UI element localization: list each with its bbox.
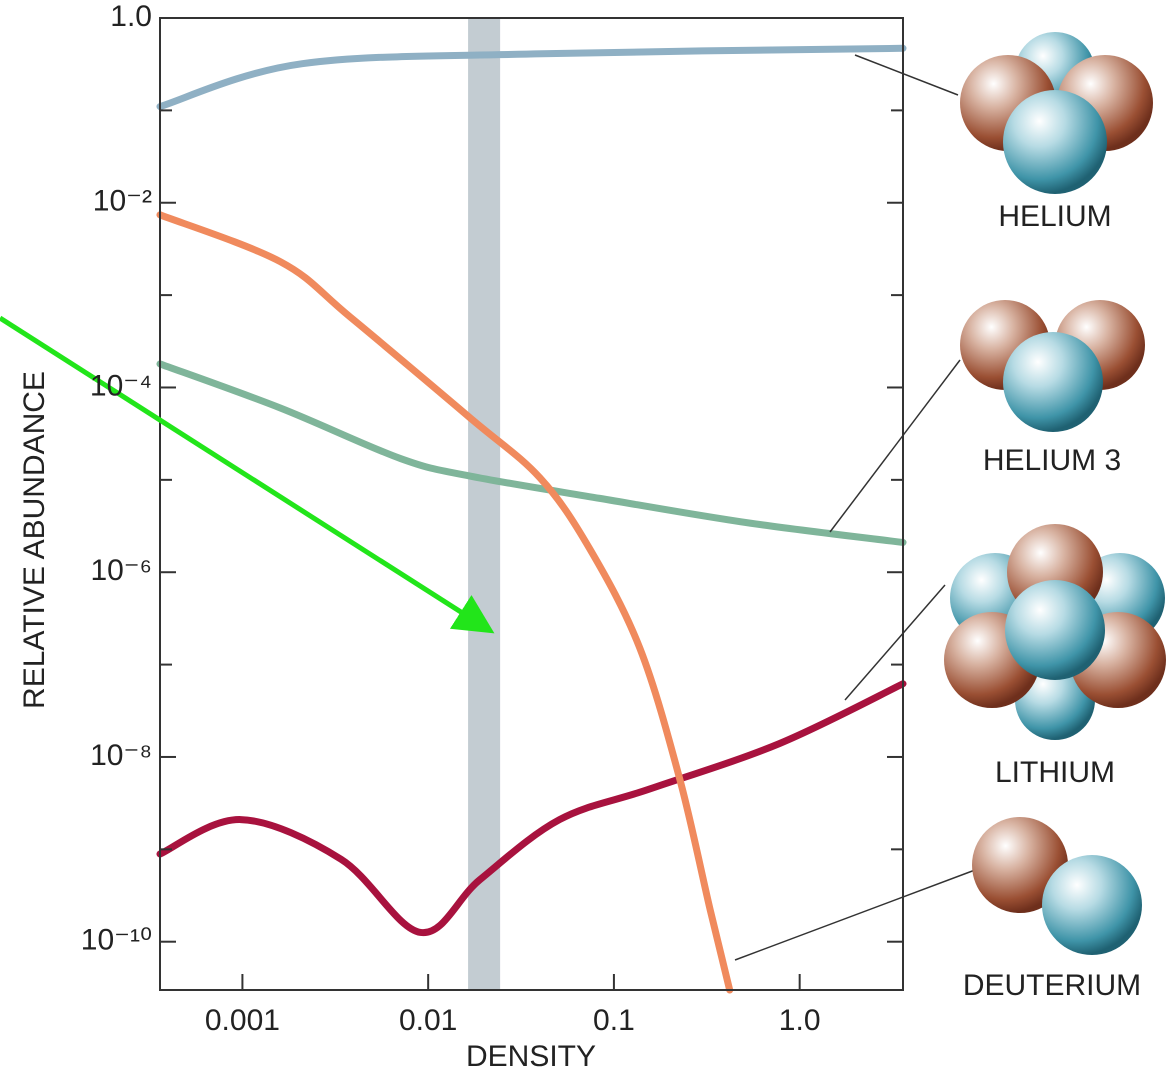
deuterium-atom	[972, 817, 1142, 955]
leader-line	[734, 869, 976, 961]
y-tick-label: 10⁻⁴	[90, 369, 152, 402]
plot-area	[156, 18, 907, 994]
leader-line	[854, 54, 959, 96]
leader-lines	[734, 54, 976, 961]
y-tick-label: 10⁻⁸	[90, 739, 152, 772]
series-label: HELIUM 3	[983, 444, 1121, 477]
shaded-band	[468, 18, 501, 990]
y-tick-label: 10⁻⁶	[90, 554, 152, 587]
nucleon	[1003, 332, 1103, 432]
x-tick-label: 0.01	[399, 1004, 457, 1037]
nucleon	[972, 817, 1068, 913]
y-tick-label: 10⁻²	[93, 185, 152, 218]
series-label: LITHIUM	[995, 756, 1115, 789]
helium-atom	[960, 32, 1153, 194]
x-axis-label: DENSITY	[466, 1040, 596, 1073]
x-tick-label: 0.1	[593, 1004, 635, 1037]
nucleon	[1003, 90, 1107, 194]
lithium-atom	[944, 524, 1166, 740]
leader-line	[844, 584, 946, 701]
series-label: HELIUM	[998, 200, 1111, 233]
nucleon	[1042, 855, 1142, 955]
nucleon	[1005, 580, 1105, 680]
x-tick-label: 1.0	[779, 1004, 821, 1037]
series-line	[156, 680, 907, 936]
y-tick-label: 10⁻¹⁰	[81, 924, 152, 957]
helium3-atom	[960, 300, 1145, 432]
series-line	[156, 211, 734, 994]
annotation-arrow	[0, 315, 495, 634]
y-axis-label: RELATIVE ABUNDANCE	[18, 371, 51, 709]
series-line	[156, 44, 907, 111]
series-label: DEUTERIUM	[963, 969, 1141, 1002]
leader-line	[829, 359, 961, 533]
y-tick-label: 1.0	[110, 0, 152, 33]
plot-frame	[159, 17, 904, 991]
series-line	[156, 360, 907, 546]
x-tick-label: 0.001	[205, 1004, 280, 1037]
